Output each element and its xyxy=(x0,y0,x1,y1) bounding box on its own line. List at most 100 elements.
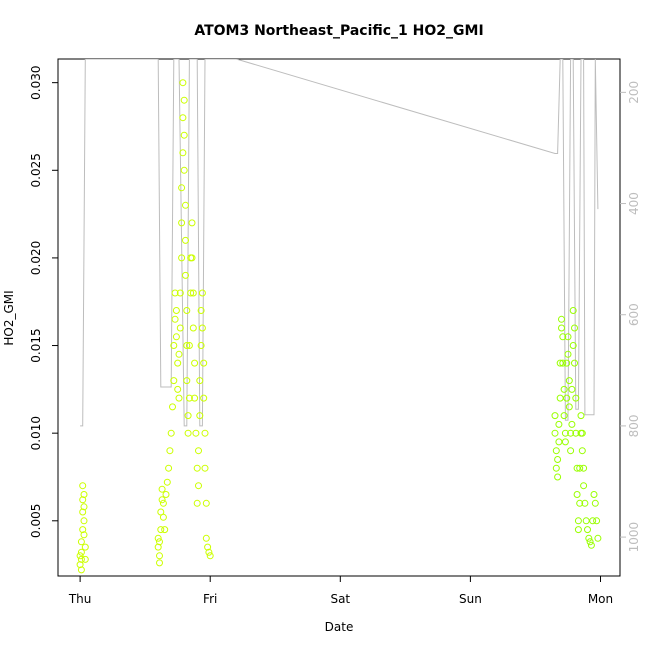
data-point xyxy=(559,333,567,341)
data-point xyxy=(574,526,582,534)
data-point xyxy=(191,359,199,367)
data-point xyxy=(158,485,166,493)
data-point xyxy=(580,464,588,472)
data-point xyxy=(81,555,89,563)
y-tick-label: 0.025 xyxy=(29,153,43,187)
data-point xyxy=(179,149,187,157)
y-tick-label: 0.020 xyxy=(29,241,43,275)
data-point xyxy=(182,201,189,209)
data-point xyxy=(196,412,204,420)
data-point xyxy=(183,307,191,314)
data-point xyxy=(169,403,176,411)
data-point xyxy=(573,491,581,498)
data-point xyxy=(189,289,197,297)
data-point xyxy=(582,517,590,525)
data-point xyxy=(198,289,206,297)
x-tick-label: Fri xyxy=(203,592,217,606)
data-point xyxy=(175,394,183,402)
data-point xyxy=(154,534,162,542)
data-point xyxy=(172,307,180,314)
data-point xyxy=(171,315,179,323)
right-y-tick-label: 1000 xyxy=(627,522,641,553)
data-point xyxy=(567,429,575,437)
data-point xyxy=(158,496,166,504)
data-point xyxy=(81,543,89,551)
data-point xyxy=(183,342,191,349)
data-point xyxy=(571,359,578,367)
data-point xyxy=(79,482,87,490)
x-tick-label: Sun xyxy=(459,592,482,606)
data-point xyxy=(555,438,563,446)
data-point xyxy=(585,534,593,542)
data-point xyxy=(163,478,171,486)
data-point xyxy=(578,429,586,437)
data-point xyxy=(182,236,189,244)
data-point xyxy=(196,377,204,385)
data-point xyxy=(157,526,165,534)
right-y-tick-label: 600 xyxy=(627,303,641,326)
data-point xyxy=(571,324,578,332)
data-point xyxy=(561,438,569,446)
data-point xyxy=(554,456,562,463)
data-point xyxy=(178,219,186,227)
data-point xyxy=(565,403,573,411)
data-point xyxy=(176,289,184,297)
data-point xyxy=(555,420,563,428)
data-point xyxy=(193,499,201,507)
data-point xyxy=(563,394,571,402)
data-point xyxy=(174,385,182,393)
data-point xyxy=(170,342,178,349)
data-point xyxy=(179,79,187,87)
data-point xyxy=(202,499,210,507)
data-point xyxy=(578,447,586,455)
y-tick-label: 0.015 xyxy=(29,328,43,362)
data-point xyxy=(565,377,573,385)
y-tick-label: 0.030 xyxy=(29,65,43,99)
data-point xyxy=(584,526,591,534)
data-point xyxy=(576,464,584,472)
data-point xyxy=(200,394,208,402)
data-point xyxy=(161,526,169,534)
data-point xyxy=(174,359,182,367)
data-point xyxy=(593,517,601,525)
data-point xyxy=(576,499,584,507)
x-tick-label: Sat xyxy=(330,592,350,606)
data-point xyxy=(192,429,200,437)
data-point xyxy=(200,359,208,367)
data-point xyxy=(551,412,559,420)
y-tick-label: 0.005 xyxy=(29,504,43,538)
data-point xyxy=(569,342,577,349)
data-point xyxy=(167,429,175,437)
data-point xyxy=(581,499,589,507)
data-point xyxy=(180,96,188,104)
data-point xyxy=(201,429,209,437)
data-point xyxy=(183,377,191,385)
data-point xyxy=(586,538,594,546)
data-point xyxy=(568,420,576,428)
data-point xyxy=(156,559,163,567)
x-tick-label: Thu xyxy=(68,592,92,606)
data-point xyxy=(559,359,567,367)
data-point xyxy=(159,499,167,507)
data-point xyxy=(166,447,174,455)
data-point xyxy=(77,548,85,556)
data-point xyxy=(80,491,88,498)
data-point xyxy=(558,315,565,323)
data-point xyxy=(170,377,178,385)
y-axis-label: HO2_GMI xyxy=(2,290,16,345)
data-point xyxy=(156,538,163,546)
data-point xyxy=(182,271,189,279)
data-point xyxy=(184,412,192,420)
data-point xyxy=(180,166,188,174)
data-point xyxy=(185,342,193,349)
data-point xyxy=(572,394,580,402)
data-point xyxy=(552,464,560,472)
data-point xyxy=(191,394,199,402)
data-point xyxy=(552,447,560,455)
data-point xyxy=(204,543,212,551)
data-point xyxy=(554,473,562,481)
data-point xyxy=(165,464,173,472)
data-point xyxy=(79,508,87,516)
data-point xyxy=(560,385,568,393)
